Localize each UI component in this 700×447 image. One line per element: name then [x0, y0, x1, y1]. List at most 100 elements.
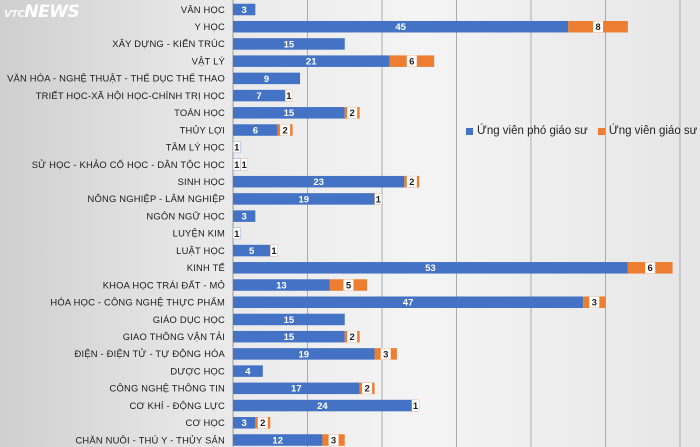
value-label-pgs: 47 [403, 298, 414, 309]
watermark-name: NEWS [24, 2, 80, 22]
legend-item-gs: Ứng viên giáo sư [597, 125, 698, 137]
category-label: SINH HỌC [178, 176, 225, 187]
value-label-gs: 6 [409, 57, 414, 68]
value-label-bg [406, 176, 417, 188]
value-label-bg [347, 331, 358, 343]
category-label: NÔNG NGHIỆP - LÂM NGHIỆP [88, 193, 225, 204]
bar-pgs [233, 193, 375, 205]
value-label-gs: 1 [413, 401, 419, 412]
bar-pgs [233, 20, 569, 33]
value-label-pgs: 3 [242, 212, 247, 223]
bar-pgs [233, 89, 286, 102]
value-label-pgs: 53 [425, 263, 436, 274]
value-label-pgs: 13 [276, 280, 287, 291]
value-label-gs: 1 [286, 91, 292, 102]
bar-pgs [233, 210, 256, 222]
value-label-gs: 2 [350, 332, 355, 343]
value-label-pgs: 45 [395, 22, 406, 33]
value-label-pgs: 19 [298, 349, 309, 360]
bar-pgs [233, 399, 412, 412]
bar-pgs [233, 3, 256, 16]
value-label-pgs: 6 [253, 125, 258, 136]
category-label: CƠ HỌC [186, 417, 225, 428]
value-label-pgs: 4 [245, 367, 251, 378]
bar-pgs [233, 38, 345, 50]
value-label-gs: 6 [648, 263, 653, 274]
value-label-gs: 2 [409, 177, 414, 188]
category-label: TÂM LÝ HỌC [166, 142, 225, 153]
legend-label-gs: Ứng viên giáo sư [608, 125, 698, 137]
category-label: DƯỢC HỌC [170, 365, 225, 376]
category-label: GIÁO DỤC HỌC [153, 314, 225, 325]
value-label-pgs: 1 [234, 229, 240, 240]
value-label-gs: 1 [376, 194, 382, 205]
category-label: THỦY LỢI [180, 124, 225, 135]
value-label-pgs: 12 [272, 435, 283, 446]
bar-pgs [233, 55, 390, 67]
value-label-bg [233, 141, 241, 153]
category-label: TOÁN HỌC [174, 107, 225, 118]
category-label: ĐIỆN - ĐIỆN TỬ - TỰ ĐỘNG HÓA [75, 348, 226, 359]
value-label-gs: 3 [331, 435, 336, 446]
legend: Ứng viên phó giáo sư Ứng viên giáo sư [466, 125, 697, 137]
category-label: LUYỆN KIM [173, 228, 225, 239]
value-label-pgs: 19 [298, 194, 309, 205]
bar-pgs [233, 417, 256, 429]
category-label: SỬ HỌC - KHẢO CỔ HỌC - DÂN TỘC HỌC [32, 159, 225, 170]
value-label-bg [362, 382, 373, 394]
value-label-gs: 2 [364, 384, 369, 395]
bar-pgs [233, 244, 271, 257]
value-label-gs: 3 [383, 349, 388, 360]
value-label-pgs: 21 [306, 57, 317, 68]
category-label: VĂN HỌC [181, 4, 225, 15]
legend-item-pgs: Ứng viên phó giáo sư [466, 125, 588, 137]
value-label-gs: 5 [346, 280, 352, 291]
bar-pgs [233, 72, 301, 85]
value-label-bg [240, 158, 248, 170]
value-label-pgs: 3 [242, 418, 247, 429]
value-label-bg [257, 417, 268, 429]
value-label-gs: 8 [595, 22, 600, 33]
value-label-pgs: 9 [264, 74, 269, 85]
legend-label-pgs: Ứng viên phó giáo sư [477, 125, 588, 137]
value-label-bg [374, 193, 382, 205]
category-label: CƠ KHÍ - ĐỘNG LỰC [130, 400, 226, 411]
legend-swatch-gs [597, 127, 605, 135]
category-label: NGÔN NGỮ HỌC [146, 210, 225, 221]
value-label-bg [328, 434, 339, 446]
bar-pgs [233, 262, 628, 274]
legend-swatch-pgs [466, 127, 473, 135]
category-label: KHOA HỌC TRÁI ĐẤT - MỎ [103, 279, 225, 290]
value-label-bg [406, 55, 417, 67]
category-label: KINH TẾ [187, 262, 225, 273]
bar-pgs [233, 365, 263, 377]
value-label-pgs: 1 [234, 160, 240, 171]
bar-pgs [233, 124, 278, 136]
category-labels: VĂN HỌC Y HỌC XÂY DỰNG - KIẾN TRÚC VẬT LÝ VĂ… [7, 4, 226, 445]
value-label-pgs: 1 [234, 143, 240, 154]
value-label-pgs: 15 [284, 315, 295, 326]
category-label: XÂY DỰNG - KIẾN TRÚC [112, 38, 225, 49]
value-label-pgs: 17 [291, 384, 302, 395]
value-label-gs: 2 [283, 125, 288, 136]
watermark-prefix: VTC [4, 9, 25, 20]
bar-pgs [233, 382, 360, 395]
value-label-bg [589, 296, 600, 308]
bar-pgs [233, 296, 584, 308]
value-label-bg [285, 90, 293, 102]
value-label-gs: 1 [242, 160, 248, 171]
value-label-bg [380, 348, 391, 360]
value-label-bg [343, 279, 354, 291]
value-label-bg [270, 245, 278, 257]
value-label-pgs: 24 [317, 401, 328, 412]
value-label-pgs: 15 [284, 332, 295, 343]
vtc-news-watermark: VTCNEWS [4, 2, 80, 22]
category-label: GIAO THÔNG VẬN TẢI [123, 331, 225, 342]
bar-pgs [233, 313, 345, 326]
grid-lines [232, 0, 681, 447]
value-label-gs: 1 [271, 246, 277, 257]
category-label: CHĂN NUÔI - THÚ Y - THỦY SẢN [75, 434, 225, 445]
category-label: Y HỌC [194, 21, 225, 32]
